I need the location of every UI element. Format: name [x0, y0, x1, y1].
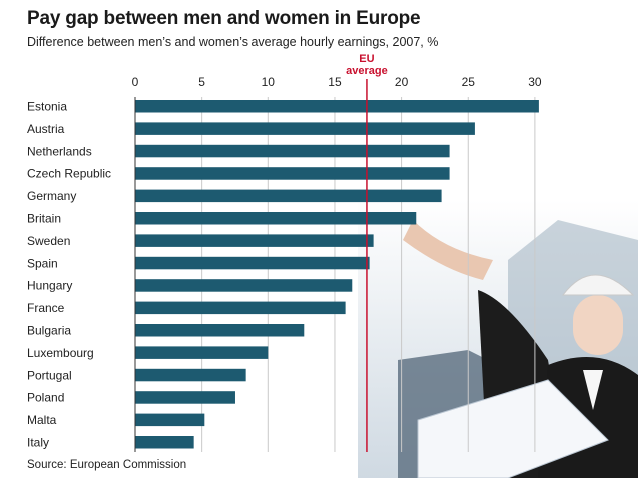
bar [135, 100, 539, 113]
x-tick-label: 15 [328, 75, 342, 89]
chart-source: Source: European Commission [27, 459, 187, 471]
category-label: France [27, 301, 65, 315]
category-label: Bulgaria [27, 324, 71, 338]
category-label: Austria [27, 122, 65, 136]
category-label: Britain [27, 212, 61, 226]
businesswoman-photo-illustration [358, 200, 638, 478]
bar [135, 391, 235, 404]
x-tick-label: 25 [462, 75, 476, 89]
bar [135, 122, 475, 135]
category-label: Spain [27, 256, 58, 270]
bar [135, 279, 353, 292]
category-label: Poland [27, 391, 64, 405]
x-tick-label: 30 [528, 75, 542, 89]
bar [135, 436, 194, 449]
bar [135, 324, 305, 337]
category-label: Hungary [27, 279, 72, 293]
bar [135, 212, 417, 225]
x-tick-label: 10 [262, 75, 276, 89]
x-tick-label: 5 [198, 75, 205, 89]
bar [135, 368, 246, 382]
bar [135, 256, 370, 270]
x-tick-label: 20 [395, 75, 409, 89]
category-label: Czech Republic [27, 167, 111, 181]
bar [135, 189, 442, 203]
bar [135, 346, 269, 359]
category-label: Netherlands [27, 144, 92, 158]
bar [135, 234, 374, 247]
category-label: Malta [27, 413, 57, 427]
category-label: Luxembourg [27, 346, 94, 360]
category-label: Estonia [27, 100, 67, 114]
x-tick-label: 0 [132, 75, 139, 89]
chart-subtitle: Difference between men’s and women’s ave… [27, 35, 439, 49]
eu-average-label: EU [359, 53, 374, 65]
bar [135, 413, 205, 427]
bar [135, 144, 450, 158]
category-label: Portugal [27, 368, 72, 382]
bar [135, 167, 450, 180]
bar [135, 301, 346, 315]
eu-average-label: average [346, 65, 388, 77]
category-label: Sweden [27, 234, 70, 248]
chart-title: Pay gap between men and women in Europe [27, 8, 421, 29]
category-label: Germany [27, 189, 76, 203]
category-label: Italy [27, 436, 49, 450]
